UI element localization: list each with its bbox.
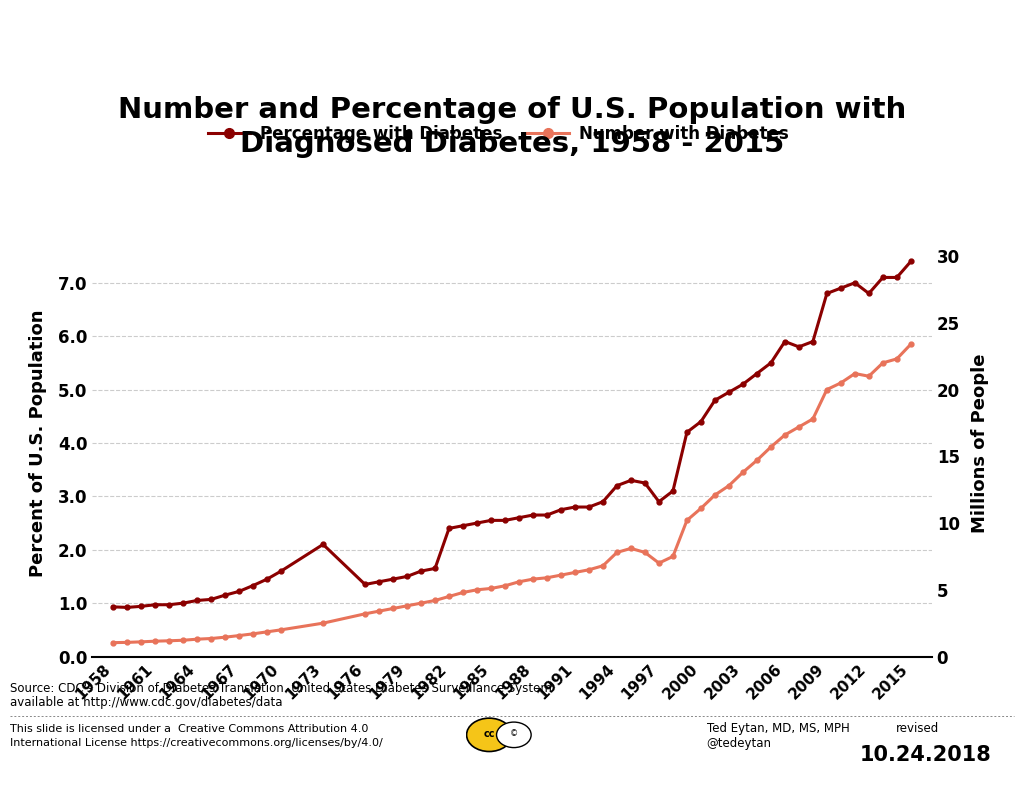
Text: Ted Eytan, MD, MS, MPH: Ted Eytan, MD, MS, MPH: [707, 721, 849, 735]
Circle shape: [497, 722, 531, 747]
Text: 10.24.2018: 10.24.2018: [860, 745, 992, 765]
Text: ©: ©: [510, 729, 518, 738]
Text: revised: revised: [896, 721, 939, 735]
Text: available at http://www.cdc.gov/diabetes/data: available at http://www.cdc.gov/diabetes…: [10, 695, 283, 709]
Circle shape: [467, 718, 512, 751]
Y-axis label: Percent of U.S. Population: Percent of U.S. Population: [29, 309, 47, 577]
Legend: Percentage with Diabetes, Number with Diabetes: Percentage with Diabetes, Number with Di…: [202, 118, 795, 149]
Text: @tedeytan: @tedeytan: [707, 737, 771, 751]
Text: Source: CDC's Division of Diabetes Translation. United States Diabetes Surveilla: Source: CDC's Division of Diabetes Trans…: [10, 682, 552, 695]
Text: cc: cc: [483, 729, 495, 739]
Text: This slide is licensed under a  Creative Commons Attribution 4.0: This slide is licensed under a Creative …: [10, 724, 369, 734]
Text: Number and Percentage of U.S. Population with
Diagnosed Diabetes, 1958 - 2015: Number and Percentage of U.S. Population…: [118, 96, 906, 158]
Text: International License https://creativecommons.org/licenses/by/4.0/: International License https://creativeco…: [10, 738, 383, 748]
Y-axis label: Millions of People: Millions of People: [971, 354, 989, 532]
